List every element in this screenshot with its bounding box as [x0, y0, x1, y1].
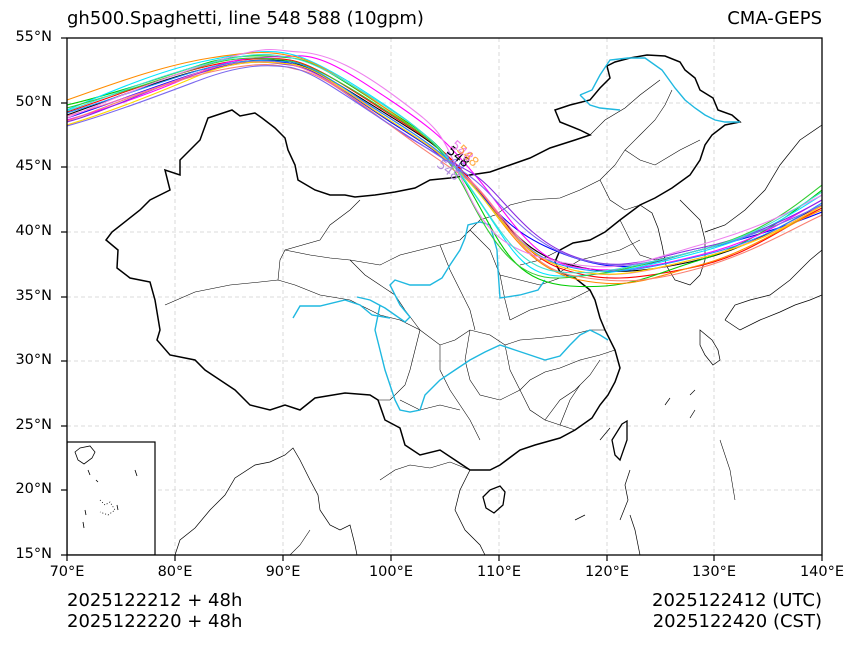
lon-label-90: 90°E — [265, 564, 301, 580]
lon-label-140: 140°E — [799, 564, 845, 580]
lat-label-50: 50°N — [15, 94, 52, 110]
lon-label-120: 120°E — [584, 564, 630, 580]
inset-islands — [74, 445, 138, 529]
init-time-utc: 2025122212 + 48h — [67, 590, 243, 611]
coastlines — [89, 124, 822, 555]
lat-label-45: 45°N — [15, 158, 52, 174]
valid-time-cst: 2025122420 (CST) — [652, 611, 822, 632]
lon-label-130: 130°E — [691, 564, 737, 580]
init-time-cst: 2025122220 + 48h — [67, 611, 243, 632]
lon-label-80: 80°E — [157, 564, 193, 580]
lon-label-110: 110°E — [476, 564, 522, 580]
lat-label-20: 20°N — [15, 481, 52, 497]
lat-label-25: 25°N — [15, 417, 52, 433]
rivers — [292, 57, 740, 413]
gridlines — [67, 38, 822, 555]
lat-label-35: 35°N — [15, 288, 52, 304]
valid-time-utc: 2025122412 (UTC) — [652, 590, 822, 611]
chart-title: gh500.Spaghetti, line 548 588 (10gpm) — [67, 8, 424, 29]
taiwan-island — [611, 419, 628, 462]
province-borders — [164, 79, 736, 555]
lat-label-40: 40°N — [15, 223, 52, 239]
lon-label-100: 100°E — [368, 564, 414, 580]
contour-labels: 548 548 548 548 548 — [434, 138, 482, 185]
hainan-island — [482, 485, 506, 514]
south-china-sea-inset — [67, 441, 156, 555]
lon-label-70: 70°E — [49, 564, 85, 580]
lat-label-55: 55°N — [15, 29, 52, 45]
valid-time-block: 2025122412 (UTC) 2025122420 (CST) — [652, 590, 822, 632]
axis-ticks — [61, 37, 823, 561]
lat-label-30: 30°N — [15, 352, 52, 368]
init-time-block: 2025122212 + 48h 2025122220 + 48h — [67, 590, 242, 632]
lat-label-15: 15°N — [15, 546, 52, 562]
plot-frame — [66, 37, 823, 556]
model-name: CMA-GEPS — [727, 8, 822, 29]
ensemble-contours — [67, 49, 822, 288]
